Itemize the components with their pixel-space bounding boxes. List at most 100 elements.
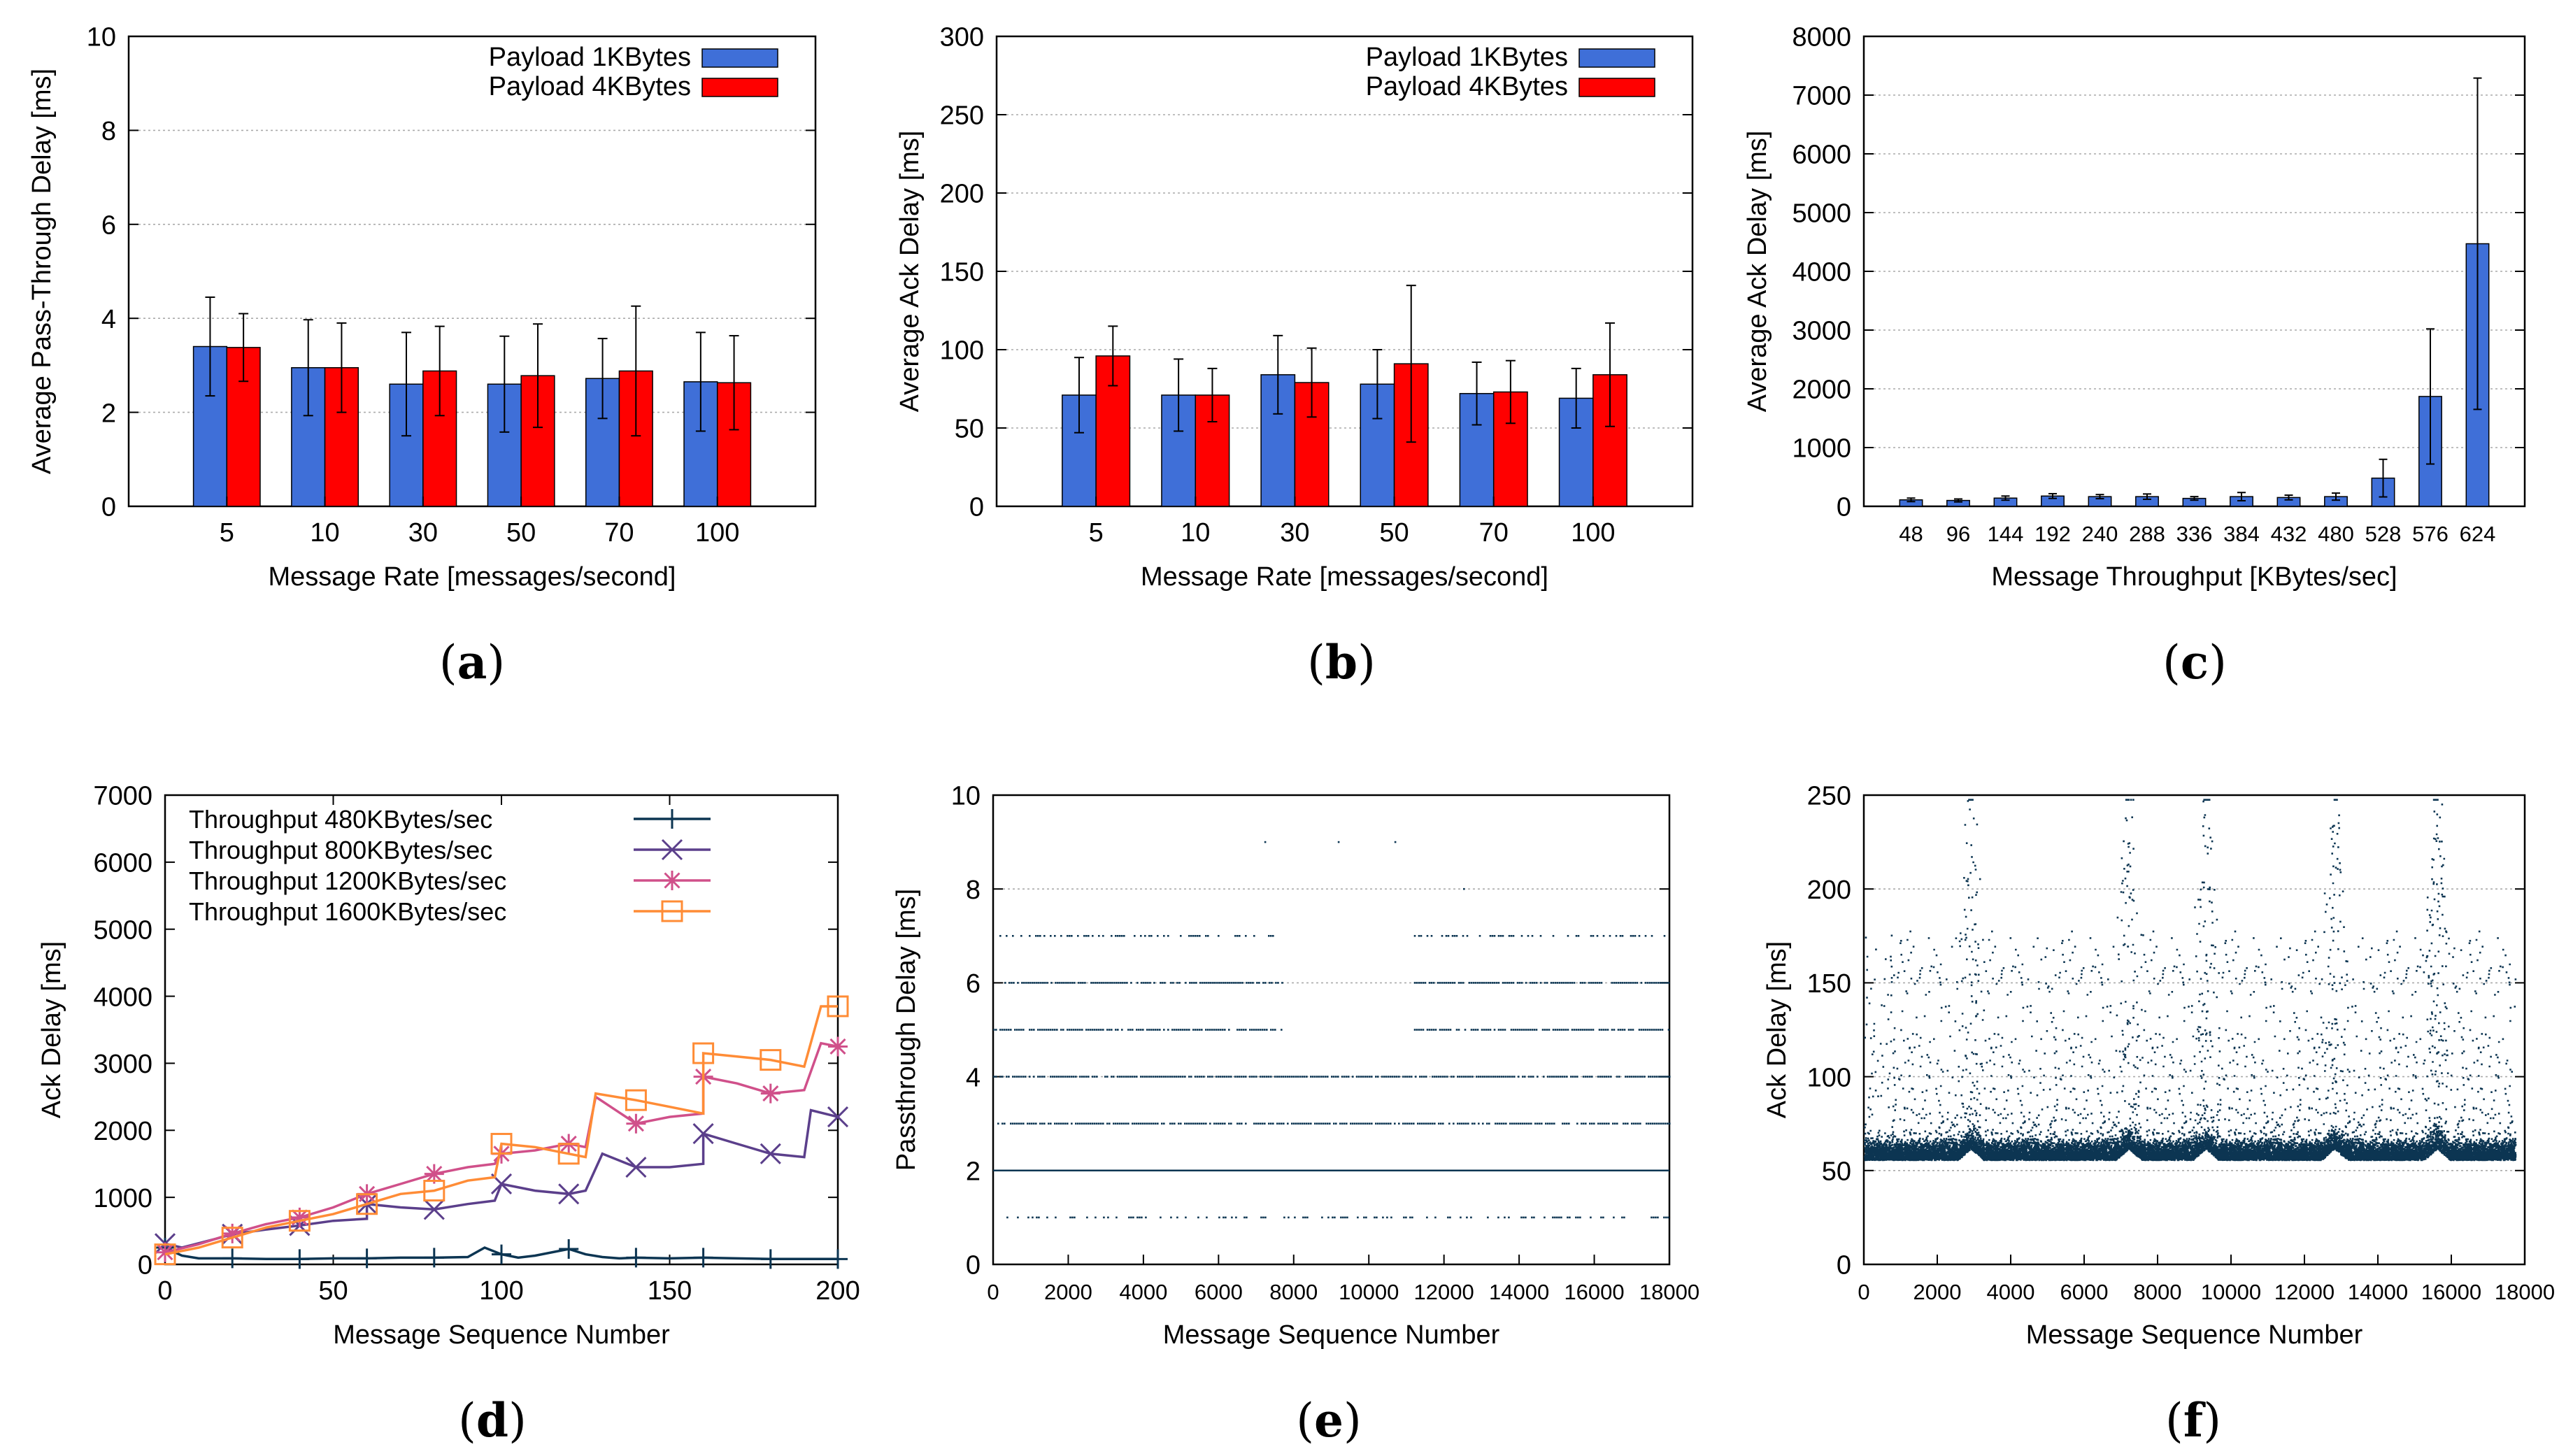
scatter-point: [1192, 1029, 1195, 1031]
y-tick-label: 7000: [93, 782, 152, 811]
scatter-point: [1583, 1029, 1586, 1031]
scatter-point: [1043, 1076, 1046, 1078]
scatter-point: [1562, 1076, 1564, 1078]
scatter-point: [1022, 1029, 1025, 1031]
scatter-point: [1079, 1122, 1081, 1125]
scatter-point: [1006, 1076, 1008, 1078]
scatter-point: [1234, 935, 1236, 937]
scatter-point: [1362, 1076, 1364, 1078]
scatter-point: [1195, 935, 1197, 937]
scatter-point: [1146, 1029, 1148, 1031]
scatter-point: [1541, 1029, 1544, 1031]
scatter-point: [1127, 1029, 1129, 1031]
scatter-point: [1573, 1029, 1576, 1031]
scatter-point: [1415, 1076, 1417, 1078]
scatter-point: [1396, 1076, 1398, 1078]
scatter-point: [1657, 982, 1660, 984]
scatter-point: [1619, 935, 1622, 937]
scatter-point: [1518, 1076, 1520, 1078]
scatter-point: [1497, 1029, 1500, 1031]
scatter-point: [1426, 1029, 1429, 1031]
scatter-point: [1588, 982, 1590, 984]
scatter-point: [1132, 1076, 1134, 1078]
point-marker: [692, 1042, 715, 1064]
scatter-point: [1621, 935, 1624, 937]
scatter-point: [1476, 1029, 1479, 1031]
scatter-point: [1231, 1216, 1233, 1219]
scatter-point: [1371, 1076, 1373, 1078]
scatter-point: [1146, 1076, 1148, 1078]
scatter-point: [1048, 1029, 1050, 1031]
scatter-point: [1375, 1076, 1377, 1078]
scatter-point: [1663, 935, 1666, 937]
scatter-point: [1427, 1122, 1430, 1125]
scatter-point: [1050, 1122, 1052, 1125]
scatter-point: [1602, 935, 1605, 937]
x-tick-label: 200: [815, 1276, 860, 1306]
scatter-point: [1530, 1122, 1532, 1125]
scatter-point: [1006, 935, 1008, 937]
scatter-point: [1490, 1076, 1492, 1078]
scatter-point: [1499, 1076, 1501, 1078]
scatter-point: [1239, 982, 1241, 984]
scatter-point: [1014, 1122, 1016, 1125]
x-tick-label: 144: [1988, 522, 2024, 546]
scatter-point: [1658, 1076, 1660, 1078]
scatter-point: [1264, 1216, 1267, 1219]
scatter-point: [1262, 982, 1264, 984]
scatter-point: [1455, 1029, 1458, 1031]
scatter-point: [1535, 982, 1538, 984]
scatter-point: [1078, 982, 1080, 984]
scatter-point: [1667, 1122, 1669, 1125]
panel-caption: (e): [1296, 1393, 1362, 1448]
y-tick-label: 0: [138, 1251, 152, 1280]
scatter-point: [1460, 982, 1462, 984]
x-tick-label: 0: [1858, 1280, 1869, 1304]
scatter-point: [1058, 1076, 1060, 1078]
scatter-point: [1615, 935, 1618, 937]
scatter-point: [1478, 982, 1481, 984]
x-tick-label: 4000: [1119, 1280, 1167, 1304]
scatter-point: [1546, 1029, 1548, 1031]
scatter-point: [1073, 1076, 1075, 1078]
y-tick-label: 6: [966, 969, 981, 999]
bar-payload-4k: [1592, 374, 1627, 507]
scatter-point: [1653, 982, 1655, 984]
scatter-point: [1323, 1076, 1325, 1078]
scatter-point: [1446, 1076, 1448, 1078]
plot-frame: [127, 35, 817, 508]
scatter-point: [1178, 1122, 1180, 1125]
scatter-point: [1037, 935, 1039, 937]
scatter-point: [1525, 982, 1527, 984]
scatter-point: [1360, 1122, 1362, 1125]
scatter-point: [1103, 982, 1105, 984]
scatter-point: [1037, 1076, 1039, 1078]
scatter-point: [1243, 1029, 1245, 1031]
scatter-point: [1136, 982, 1139, 984]
scatter-point: [1476, 1076, 1478, 1078]
scatter-point: [1637, 1076, 1639, 1078]
scatter-point: [1291, 1122, 1293, 1125]
scatter-point: [1220, 1122, 1222, 1125]
scatter-point: [1413, 1122, 1415, 1125]
scatter-point: [1260, 1076, 1262, 1078]
scatter-point: [1469, 1076, 1471, 1078]
scatter-point: [1020, 1122, 1022, 1125]
y-tick-label: 150: [1807, 969, 1851, 999]
point-marker: [221, 1227, 243, 1249]
scatter-point: [1081, 1076, 1083, 1078]
scatter-point: [1642, 1029, 1645, 1031]
scatter-point: [1504, 1216, 1506, 1219]
scatter-point: [1199, 935, 1201, 937]
scatter-point: [1550, 982, 1553, 984]
scatter-point: [1036, 982, 1038, 984]
scatter-point: [1325, 1076, 1327, 1078]
scatter-point: [1472, 1029, 1475, 1031]
y-tick-label: 4: [101, 305, 116, 334]
scatter-point: [1077, 1122, 1079, 1125]
scatter-point: [1092, 982, 1095, 984]
scatter-point: [1430, 935, 1433, 937]
scatter-point: [1512, 1029, 1515, 1031]
scatter-point: [1543, 1076, 1545, 1078]
scatter-point: [1369, 1076, 1371, 1078]
